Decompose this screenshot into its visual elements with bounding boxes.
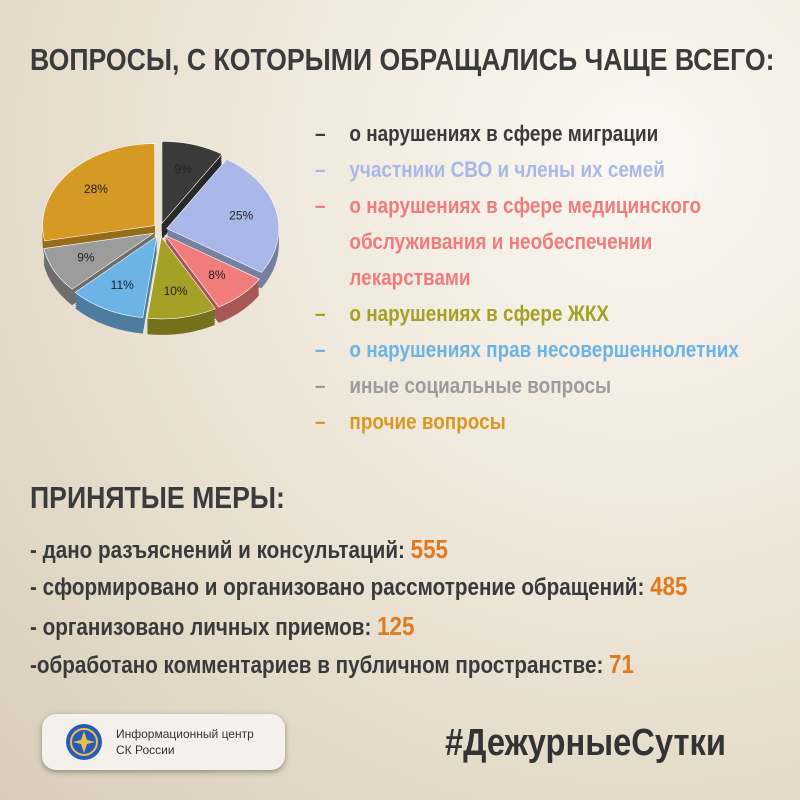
slice xyxy=(74,235,158,318)
logo-line: СК России xyxy=(116,743,175,757)
legend-item: – участники СВО и члены их семей xyxy=(315,152,745,188)
data-label: 9% xyxy=(175,162,193,176)
data-label: 11% xyxy=(111,278,134,292)
legend-label: о нарушениях в сфере медицинского обслуж… xyxy=(349,193,702,290)
legend-item: – о нарушениях прав несовершеннолетних xyxy=(315,332,745,368)
measure-label: - сформировано и организовано рассмотрен… xyxy=(30,574,645,601)
legend-item: – о нарушениях в сфере медицинского обслу… xyxy=(315,188,745,296)
measure-value: 125 xyxy=(377,611,415,641)
slice xyxy=(166,158,280,273)
measure-row: -обработано комментариев в публичном про… xyxy=(30,649,634,680)
legend-dash: – xyxy=(315,193,326,218)
measure-label: - организовано личных приемов: xyxy=(30,614,372,641)
legend-dash: – xyxy=(315,373,326,398)
slice xyxy=(146,236,216,320)
measure-value: 555 xyxy=(410,534,448,564)
slice xyxy=(43,232,154,290)
data-label: 8% xyxy=(208,268,226,282)
legend-label: о нарушениях в сфере миграции xyxy=(349,121,659,146)
legend: – о нарушениях в сфере миграции – участники… xyxy=(315,116,745,440)
legend-label: прочие вопросы xyxy=(349,409,506,434)
pie-chart: 9% 25% 8% 10% 11% 9% 28% xyxy=(42,140,280,335)
legend-item: – иные социальные вопросы xyxy=(315,368,745,404)
legend-dash: – xyxy=(315,409,326,434)
legend-item: – о нарушениях в сфере миграции xyxy=(315,116,745,152)
legend-label: иные социальные вопросы xyxy=(349,373,612,398)
measure-value: 485 xyxy=(650,571,688,601)
slice xyxy=(161,140,223,225)
legend-label: о нарушениях в сфере ЖКХ xyxy=(349,301,610,326)
legend-dash: – xyxy=(315,337,326,362)
slice xyxy=(42,143,155,242)
legend-label: участники СВО и члены их семей xyxy=(349,157,665,182)
logo-text: Информационный центр СК России xyxy=(116,726,254,758)
legend-item: – прочие вопросы xyxy=(315,404,745,440)
legend-label: о нарушениях прав несовершеннолетних xyxy=(349,337,739,362)
logo-badge: Информационный центр СК России xyxy=(42,714,285,770)
title: ВОПРОСЫ, С КОТОРЫМИ ОБРАЩАЛИСЬ ЧАЩЕ ВСЕГ… xyxy=(30,42,775,77)
measure-label: - дано разъяснений и консультаций: xyxy=(30,537,405,564)
measure-row: - организовано личных приемов: 125 xyxy=(30,611,414,642)
logo-line: Информационный центр xyxy=(116,727,254,741)
legend-dash: – xyxy=(315,157,326,182)
data-label: 9% xyxy=(77,251,95,265)
legend-dash: – xyxy=(315,121,326,146)
data-label: 10% xyxy=(164,284,188,298)
slice xyxy=(164,234,260,308)
logo-emblem xyxy=(66,724,102,760)
data-label: 28% xyxy=(84,182,108,196)
legend-item: – о нарушениях в сфере ЖКХ xyxy=(315,296,745,332)
data-label: 25% xyxy=(229,208,253,222)
measure-value: 71 xyxy=(609,649,634,679)
measure-label: -обработано комментариев в публичном про… xyxy=(30,652,604,679)
measure-row: - сформировано и организовано рассмотрен… xyxy=(30,571,687,602)
legend-dash: – xyxy=(315,301,326,326)
hashtag: #ДежурныеСутки xyxy=(445,722,726,764)
measure-row: - дано разъяснений и консультаций: 555 xyxy=(30,534,448,565)
measures-title: ПРИНЯТЫЕ МЕРЫ: xyxy=(30,480,285,515)
